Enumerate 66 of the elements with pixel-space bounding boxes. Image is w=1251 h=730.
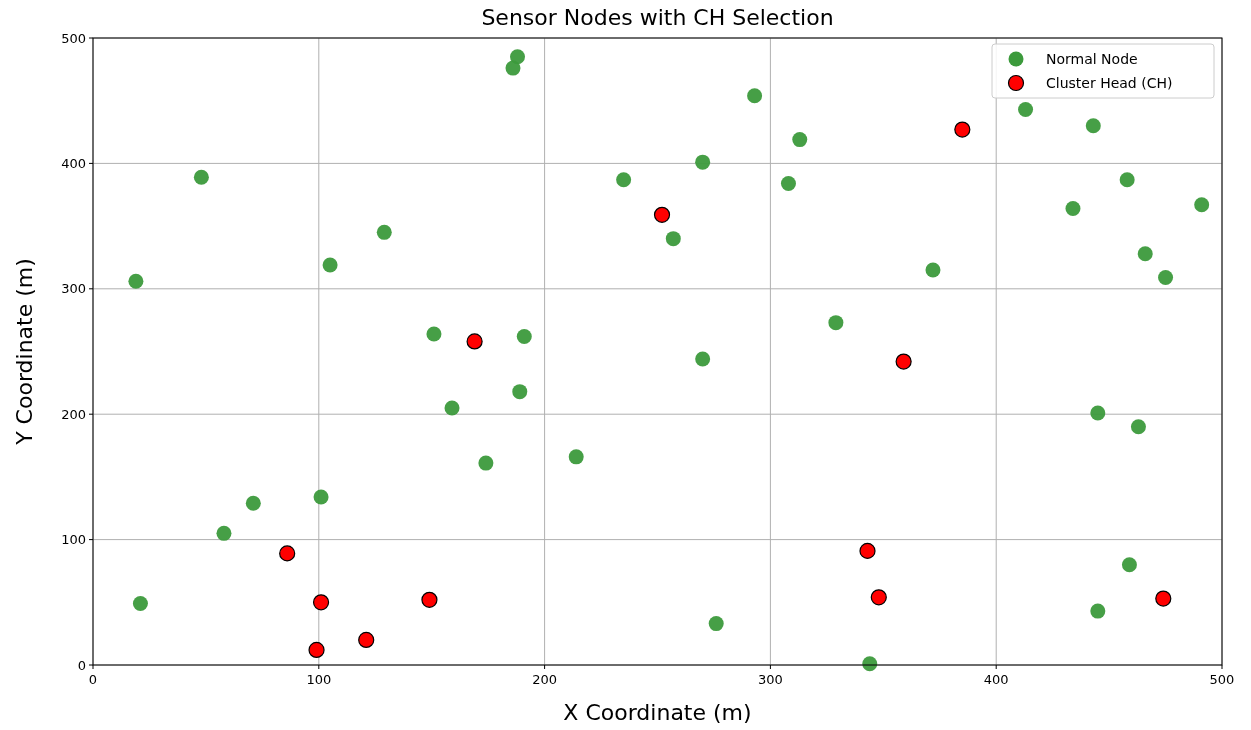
y-tick-label: 500: [61, 30, 86, 46]
point: [1158, 270, 1174, 285]
x-tick-label: 200: [532, 672, 558, 687]
point: [193, 169, 209, 185]
x-axis-title: X Coordinate (m): [563, 700, 752, 725]
point: [322, 257, 338, 273]
point: [1065, 201, 1081, 217]
y-tick-label: 100: [61, 532, 86, 548]
point: [708, 616, 724, 632]
point: [128, 273, 144, 289]
point: [1194, 197, 1210, 213]
point: [308, 641, 325, 659]
point: [516, 328, 532, 344]
point: [376, 224, 392, 240]
point: [421, 591, 438, 608]
chart-title: Sensor Nodes with CH Selection: [481, 5, 834, 30]
y-tick-label: 0: [77, 657, 86, 673]
point: [1155, 590, 1172, 607]
point: [132, 596, 148, 612]
point: [828, 315, 844, 331]
point: [312, 594, 330, 611]
legend-label: Cluster Head (CH): [1046, 75, 1173, 91]
legend-label: Normal Node: [1046, 51, 1138, 67]
point: [954, 121, 971, 138]
point: [859, 542, 876, 559]
y-tick-label: 400: [61, 155, 86, 171]
point: [216, 525, 232, 541]
point: [1130, 419, 1146, 435]
point: [1090, 603, 1106, 619]
point: [512, 384, 528, 400]
x-tick-label: 500: [1209, 672, 1235, 687]
point: [444, 400, 460, 416]
point: [478, 455, 494, 471]
point: [616, 172, 632, 188]
point: [358, 631, 375, 649]
x-tick-label: 100: [306, 672, 332, 687]
point: [1090, 405, 1106, 421]
x-tick-label: 300: [757, 672, 783, 687]
x-tick-label: 400: [983, 672, 1009, 687]
point: [695, 154, 711, 170]
point: [895, 353, 912, 370]
point: [653, 206, 671, 223]
y-tick-label: 300: [61, 281, 86, 297]
point: [1137, 246, 1153, 262]
y-axis-title: Y Coordinate (m): [12, 258, 37, 446]
point: [1085, 118, 1101, 134]
point: [747, 88, 763, 104]
point: [870, 589, 887, 606]
point: [695, 351, 711, 367]
point: [245, 495, 261, 511]
point: [505, 60, 521, 76]
point: [925, 262, 941, 278]
point: [1119, 172, 1135, 188]
point: [1121, 557, 1137, 573]
point: [792, 132, 808, 148]
point: [568, 449, 584, 465]
point: [279, 545, 296, 562]
point: [510, 49, 525, 65]
point: [1018, 101, 1034, 117]
x-tick-label: 0: [88, 672, 98, 687]
point: [665, 231, 681, 247]
point: [780, 175, 796, 191]
y-tick-label: 200: [61, 406, 86, 422]
point: [313, 489, 329, 505]
point: [466, 333, 483, 350]
point: [426, 326, 442, 342]
